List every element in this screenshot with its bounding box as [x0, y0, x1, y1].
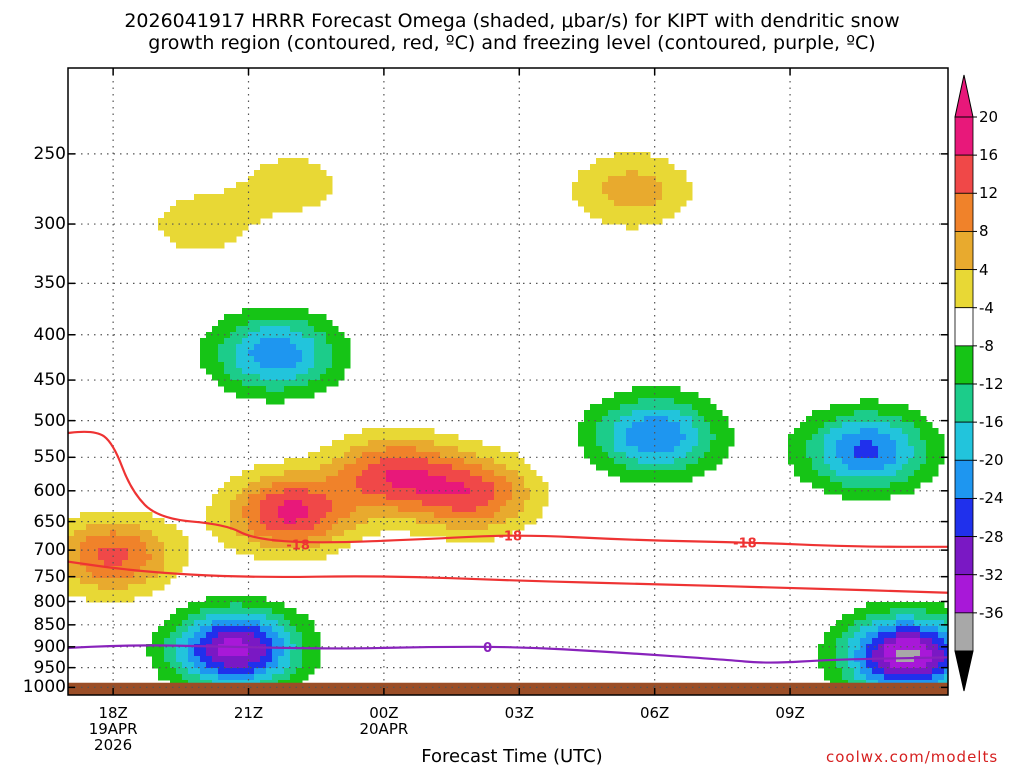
y-tick-label: 900 [33, 636, 66, 657]
colorbar-label: -24 [979, 489, 1004, 508]
contour-label: -18 [499, 530, 523, 545]
colorbar-label: 16 [979, 146, 999, 165]
contour-label: -18 [286, 539, 310, 554]
x-tick-label: 20APR [359, 720, 409, 738]
y-tick-label: 800 [33, 591, 66, 612]
y-tick-label: 1000 [22, 677, 66, 698]
y-tick-label: 550 [33, 447, 66, 468]
y-tick-label: 300 [33, 214, 66, 235]
y-tick-label: 850 [33, 614, 66, 635]
colorbar-over-arrow [954, 74, 974, 118]
credit-link[interactable]: coolwx.com/modelts [826, 748, 999, 766]
y-tick-label: 350 [33, 273, 66, 294]
colorbar-bin [954, 307, 974, 347]
colorbar-label: 8 [979, 222, 989, 241]
colorbar-label: 4 [979, 260, 989, 279]
x-tick-label: 00Z [369, 704, 399, 722]
colorbar-bin [954, 421, 974, 461]
contour-label: -18 [733, 536, 757, 551]
colorbar-bin [954, 192, 974, 232]
colorbar-label: -4 [979, 298, 994, 317]
colorbar-bin [954, 536, 974, 576]
colorbar-bin [954, 116, 974, 156]
x-tick-label: 21Z [233, 704, 264, 722]
colorbar-under-arrow [954, 650, 974, 692]
colorbar-label: 20 [979, 108, 999, 126]
y-tick-label: 700 [33, 540, 66, 561]
colorbar-bin [954, 574, 974, 614]
y-tick-label: 750 [33, 566, 66, 587]
colorbar-bin [954, 383, 974, 423]
contour-label: 0 [483, 641, 492, 656]
x-tick-label: 03Z [504, 704, 534, 722]
colorbar-label: -12 [979, 375, 1004, 393]
ground-strip [68, 682, 948, 695]
contour-line [68, 430, 948, 548]
x-axis-title: Forecast Time (UTC) [421, 746, 603, 767]
colorbar [954, 74, 977, 692]
grid-lines [68, 68, 948, 695]
contours: -18 -18 -18 0 [68, 430, 948, 664]
y-tick-label: 400 [33, 324, 66, 345]
colorbar-bin [954, 345, 974, 385]
colorbar-label: -32 [979, 565, 1004, 584]
tick-marks [68, 68, 948, 695]
omega-shading [68, 152, 948, 695]
x-tick-label: 09Z [775, 704, 805, 722]
colorbar-bin [954, 269, 974, 309]
colorbar-label: 12 [979, 184, 999, 203]
chart-title-line-2: growth region (contoured, red, ºC) and f… [148, 32, 876, 54]
contour-line [68, 560, 948, 594]
x-tick-label: 18Z [98, 704, 128, 722]
colorbar-label: -8 [979, 336, 994, 355]
colorbar-bin [954, 612, 974, 652]
colorbar-bin [954, 459, 974, 499]
contour-line [68, 644, 948, 664]
colorbar-label: -28 [979, 527, 1004, 546]
plot-frame [67, 67, 949, 696]
colorbar-bin [954, 154, 974, 194]
x-tick-label: 19APR [88, 720, 138, 738]
y-tick-label: 950 [33, 657, 66, 678]
colorbar-bin [954, 231, 974, 270]
colorbar-label: -36 [979, 603, 1004, 622]
chart-title-line-1: 2026041917 HRRR Forecast Omega (shaded, … [124, 10, 900, 32]
y-tick-label: 650 [33, 511, 66, 532]
y-tick-label: 600 [33, 480, 66, 501]
y-tick-label: 500 [33, 410, 66, 431]
colorbar-label: -16 [979, 413, 1004, 432]
colorbar-bin [954, 498, 974, 537]
y-tick-label: 450 [33, 370, 66, 391]
colorbar-label: -20 [979, 451, 1004, 470]
x-tick-label: 06Z [639, 704, 670, 722]
y-tick-label: 250 [33, 143, 66, 164]
x-tick-label: 2026 [94, 736, 133, 754]
